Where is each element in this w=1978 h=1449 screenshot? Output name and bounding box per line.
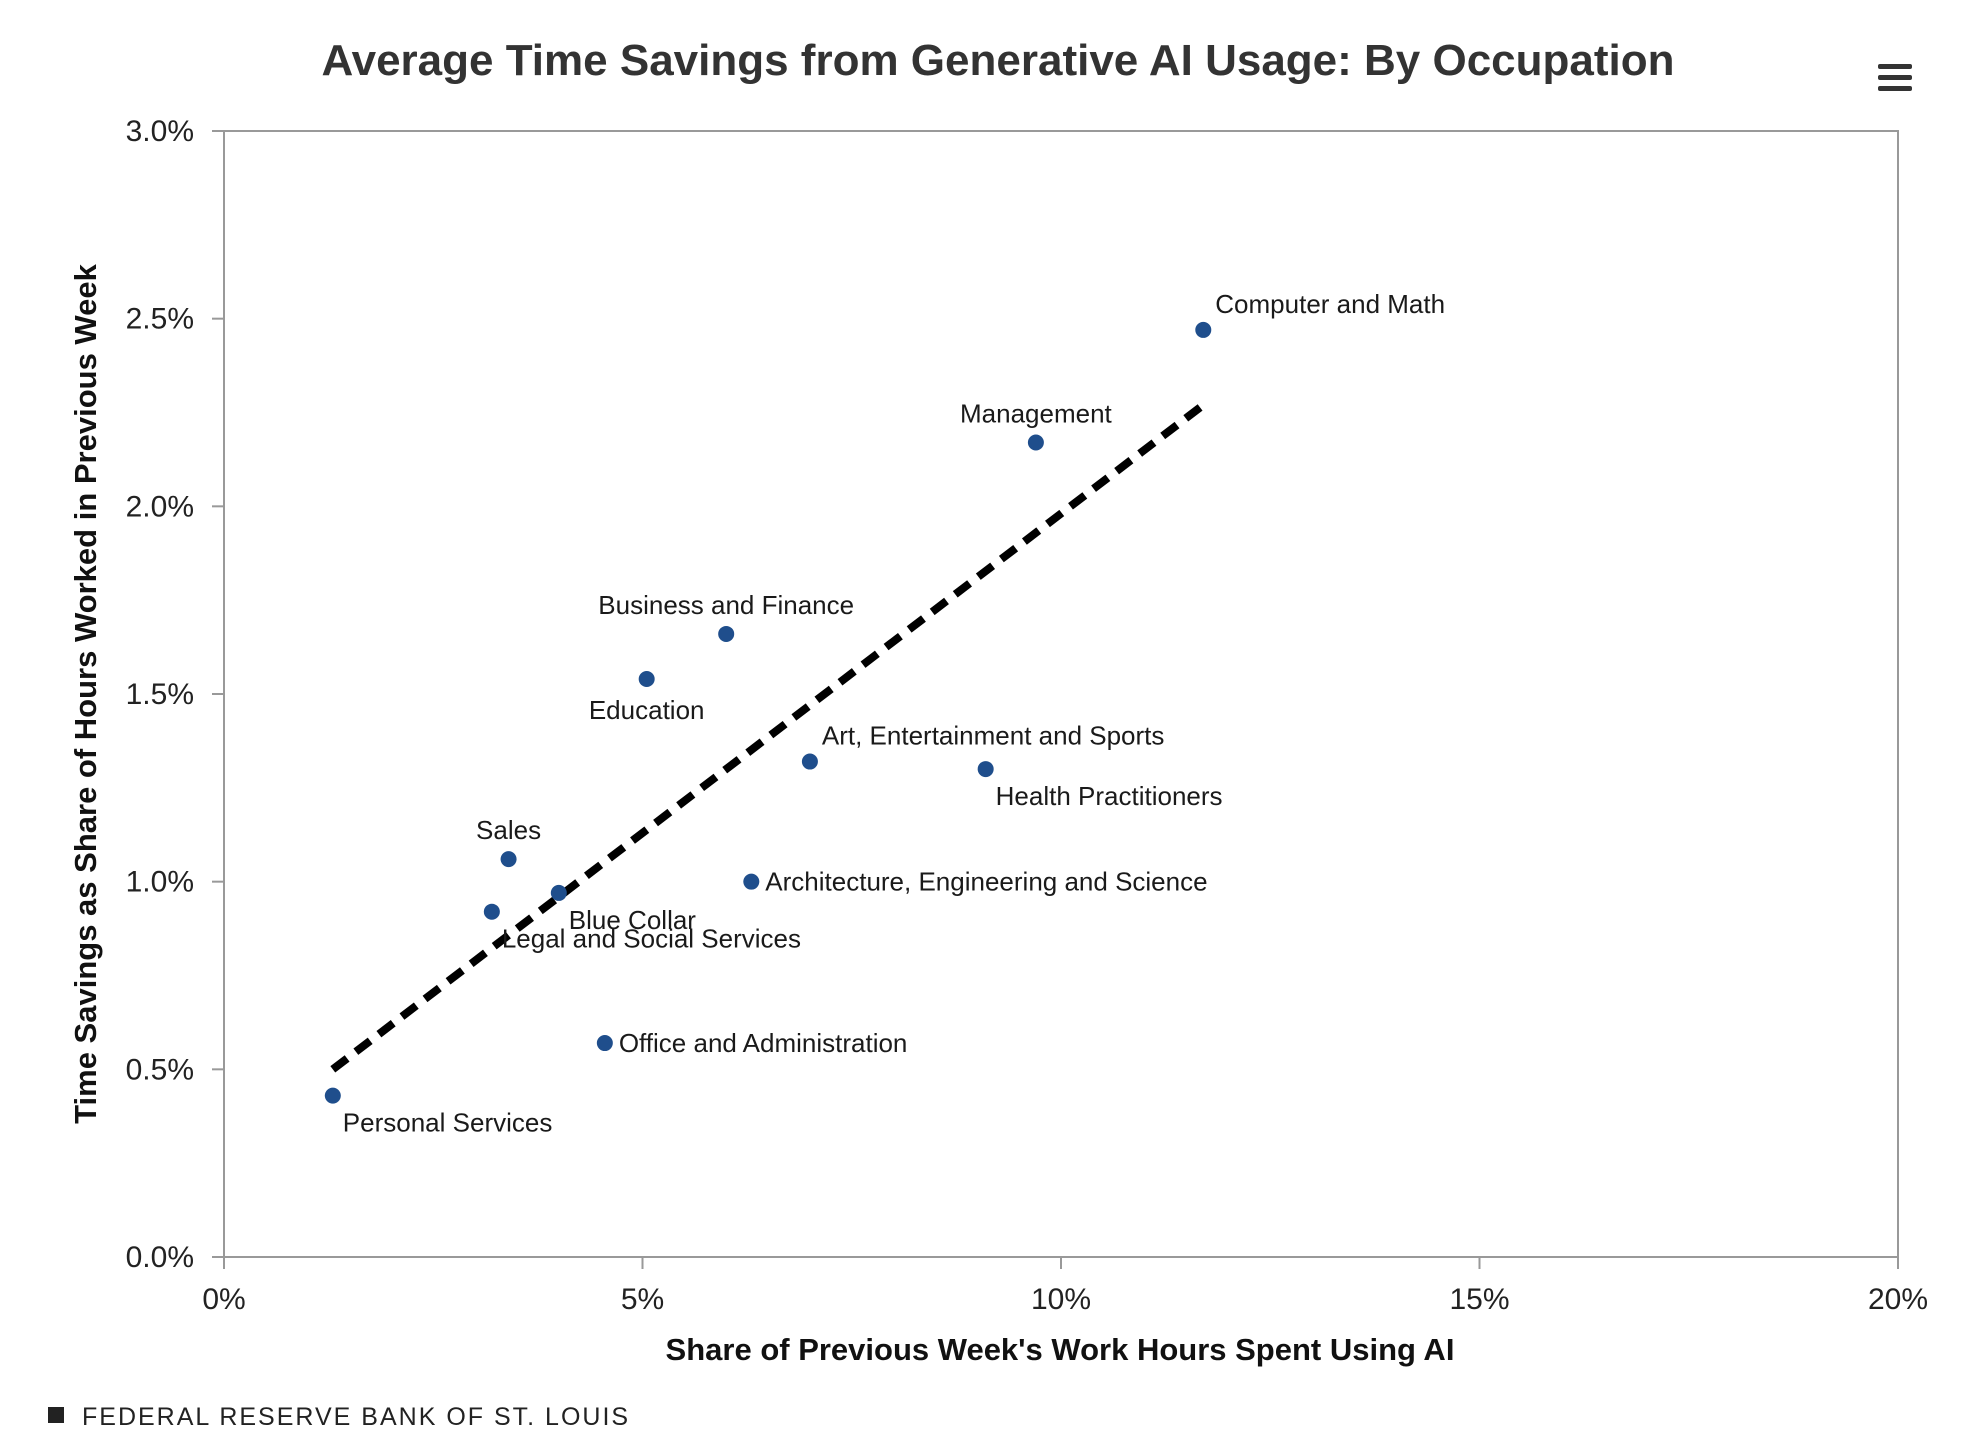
data-point[interactable] [500, 851, 517, 868]
x-tick-label: 20% [1868, 1283, 1928, 1316]
y-tick-label: 0.5% [126, 1053, 194, 1086]
x-axis-title: Share of Previous Week's Work Hours Spen… [666, 1332, 1455, 1367]
data-label: Education [589, 695, 705, 725]
data-label: Computer and Math [1215, 289, 1445, 319]
data-point[interactable] [801, 753, 818, 770]
chart-title: Average Time Savings from Generative AI … [321, 36, 1674, 85]
data-point[interactable] [638, 670, 655, 687]
data-point[interactable] [550, 884, 567, 901]
data-label: Legal and Social Services [502, 924, 801, 954]
data-label: Art, Entertainment and Sports [822, 721, 1165, 751]
data-label: Management [960, 399, 1113, 429]
y-tick-label: 1.5% [126, 678, 194, 711]
x-tick-label: 10% [1031, 1283, 1091, 1316]
data-label: Office and Administration [619, 1028, 908, 1058]
data-point[interactable] [596, 1035, 613, 1052]
data-label: Personal Services [343, 1108, 553, 1138]
footer-source: FEDERAL RESERVE BANK OF ST. LOUIS [82, 1403, 630, 1431]
y-tick-label: 1.0% [126, 866, 194, 899]
menu-icon-bar-middle [1878, 75, 1912, 80]
data-label: Architecture, Engineering and Science [765, 867, 1207, 897]
data-label: Health Practitioners [996, 781, 1223, 811]
data-point[interactable] [977, 761, 994, 778]
data-point[interactable] [718, 625, 735, 642]
data-labels-group: Computer and Math Management Business and … [343, 289, 1445, 1138]
y-tick-label: 0.0% [126, 1241, 194, 1274]
footer-logo-square [48, 1407, 64, 1423]
data-points-group [324, 321, 1212, 1104]
x-tick-label: 5% [621, 1283, 664, 1316]
y-axis: 0.0% 0.5% 1.0% 1.5% 2.0% 2.5% 3.0% [126, 115, 224, 1274]
x-axis: 0% 5% 10% 15% 20% [202, 1257, 1928, 1316]
data-point[interactable] [324, 1087, 341, 1104]
data-point[interactable] [1195, 321, 1212, 338]
data-label: Sales [476, 815, 541, 845]
data-point[interactable] [1027, 434, 1044, 451]
trendline [330, 401, 1206, 1073]
y-axis-title: Time Savings as Share of Hours Worked in… [68, 263, 103, 1123]
x-tick-label: 15% [1449, 1283, 1509, 1316]
menu-icon-bar-top [1878, 64, 1912, 69]
data-label: Business and Finance [598, 590, 854, 620]
chart-menu-button[interactable] [1872, 58, 1916, 96]
plot-area-frame [223, 130, 1899, 1258]
data-point[interactable] [483, 903, 500, 920]
data-point[interactable] [743, 873, 760, 890]
data-label: Blue Collar [569, 905, 697, 935]
hamburger-menu-icon[interactable] [1878, 64, 1912, 91]
x-tick-label: 0% [202, 1283, 245, 1316]
y-tick-label: 2.5% [126, 303, 194, 336]
y-tick-label: 2.0% [126, 490, 194, 523]
menu-icon-bar-bottom [1878, 86, 1912, 91]
y-tick-label: 3.0% [126, 115, 194, 148]
trendline-group [330, 401, 1206, 1073]
